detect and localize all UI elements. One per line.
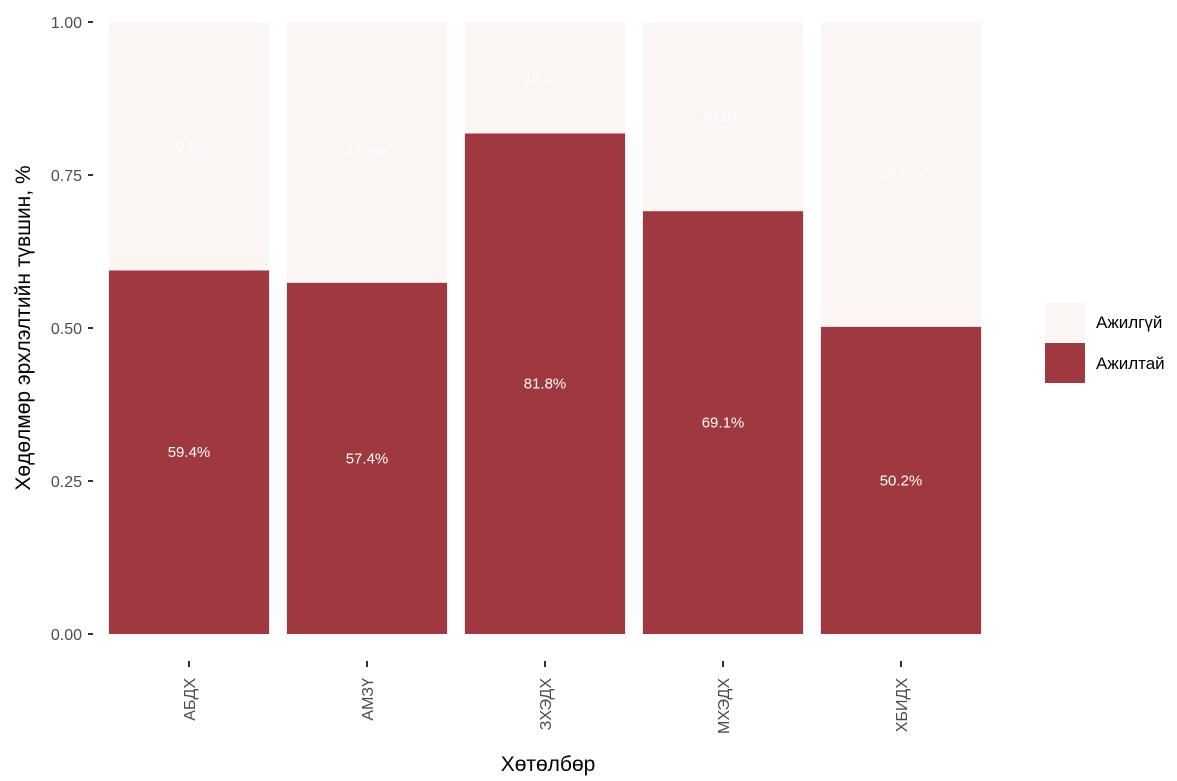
bar-label-employed-1: 59.4% bbox=[168, 444, 211, 461]
y-tick-label: 0.75 bbox=[51, 168, 82, 185]
x-axis: АБДХ АМЗҮ ЗХЭДХ МХЭДХ ХБИДХ bbox=[182, 661, 911, 734]
x-tick-label: МХЭДХ bbox=[716, 678, 733, 734]
y-tick-label: 0.50 bbox=[51, 321, 82, 338]
bar-unemployed-5 bbox=[820, 22, 982, 327]
bar-label-employed-5: 50.2% bbox=[880, 472, 923, 489]
x-tick-label: АМЗҮ bbox=[360, 678, 377, 721]
bar-employed-2 bbox=[286, 282, 448, 634]
bar-employed-4 bbox=[642, 211, 804, 634]
bar-label-unemployed-3: 18.2% bbox=[524, 70, 567, 87]
y-axis: 0.00 0.25 0.50 0.75 1.00 bbox=[51, 15, 93, 644]
legend: Ажилгүй Ажилтай bbox=[1045, 302, 1165, 383]
bar-employed-3 bbox=[464, 133, 626, 634]
x-tick-label: ЗХЭДХ bbox=[538, 678, 555, 731]
bar-labels-group: 59.4% 40.6% 57.4% 42.6% 81.8% 18.2% 69.1% 30.9%… bbox=[168, 70, 923, 490]
x-tick-label: ХБИДХ bbox=[894, 678, 911, 733]
y-tick-label: 1.00 bbox=[51, 15, 82, 32]
bar-employed-5 bbox=[820, 326, 982, 634]
bars-group bbox=[108, 22, 982, 634]
bar-label-unemployed-1: 40.6% bbox=[168, 138, 211, 155]
bar-unemployed-2 bbox=[286, 22, 448, 283]
y-tick-label: 0.00 bbox=[51, 627, 82, 644]
bar-label-unemployed-5: 49.8% bbox=[880, 166, 923, 183]
x-tick-label: АБДХ bbox=[182, 678, 199, 721]
bar-unemployed-1 bbox=[108, 22, 270, 271]
x-axis-title: Хөтөлбөр bbox=[501, 753, 596, 776]
bar-employed-1 bbox=[108, 270, 270, 634]
legend-label-unemployed: Ажилгүй bbox=[1096, 313, 1162, 332]
y-axis-title: Хөдөлмөр эрхлэлтийн түвшин, % bbox=[12, 165, 35, 490]
bar-label-unemployed-2: 42.6% bbox=[346, 144, 389, 161]
bar-label-employed-3: 81.8% bbox=[524, 376, 567, 393]
bar-unemployed-4 bbox=[642, 22, 804, 212]
bar-label-unemployed-4: 30.9% bbox=[702, 109, 745, 126]
bar-label-employed-2: 57.4% bbox=[346, 450, 389, 467]
legend-swatch-unemployed bbox=[1045, 302, 1085, 342]
legend-swatch-employed bbox=[1045, 343, 1085, 383]
legend-label-employed: Ажилтай bbox=[1096, 354, 1165, 373]
bar-unemployed-3 bbox=[464, 22, 626, 134]
bar-label-employed-4: 69.1% bbox=[702, 415, 745, 432]
y-tick-label: 0.25 bbox=[51, 474, 82, 491]
